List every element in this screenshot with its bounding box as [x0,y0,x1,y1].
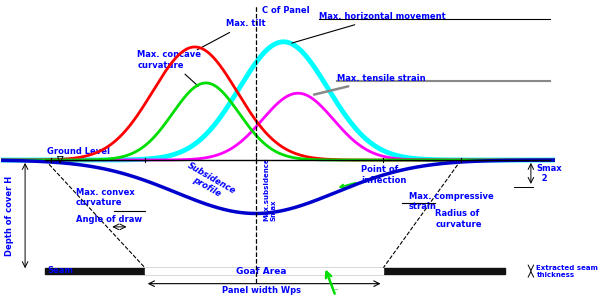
Text: Max. compressive
strain: Max. compressive strain [409,192,494,211]
Text: Max. horizontal movement: Max. horizontal movement [292,12,446,43]
Text: Goaf Area: Goaf Area [236,267,287,276]
Text: C of Panel: C of Panel [262,6,310,15]
Text: Depth of cover H: Depth of cover H [5,176,14,256]
Text: Subsidence
profile: Subsidence profile [181,161,238,205]
Text: Ground Level: Ground Level [48,147,110,156]
Text: Max.subsidence
Smax: Max.subsidence Smax [264,157,276,221]
Text: Max. convex
curvature: Max. convex curvature [76,188,135,207]
Text: Smax
  2: Smax 2 [536,164,562,183]
Text: Point of
inflection: Point of inflection [340,165,406,188]
Bar [145,268,383,274]
Text: Panel width Wps: Panel width Wps [222,286,301,295]
Text: Angle of draw: Angle of draw [76,215,142,224]
Text: Radius of
curvature: Radius of curvature [435,210,482,229]
Bar [45,268,506,274]
Text: Max. concave
curvature: Max. concave curvature [137,50,201,86]
Text: Max. tilt: Max. tilt [197,20,265,50]
Text: Max. tensile strain: Max. tensile strain [314,74,426,95]
Text: $\nabla$: $\nabla$ [57,155,65,165]
Text: Extracted seam
thickness: Extracted seam thickness [536,265,598,278]
Text: Seam: Seam [48,266,73,275]
